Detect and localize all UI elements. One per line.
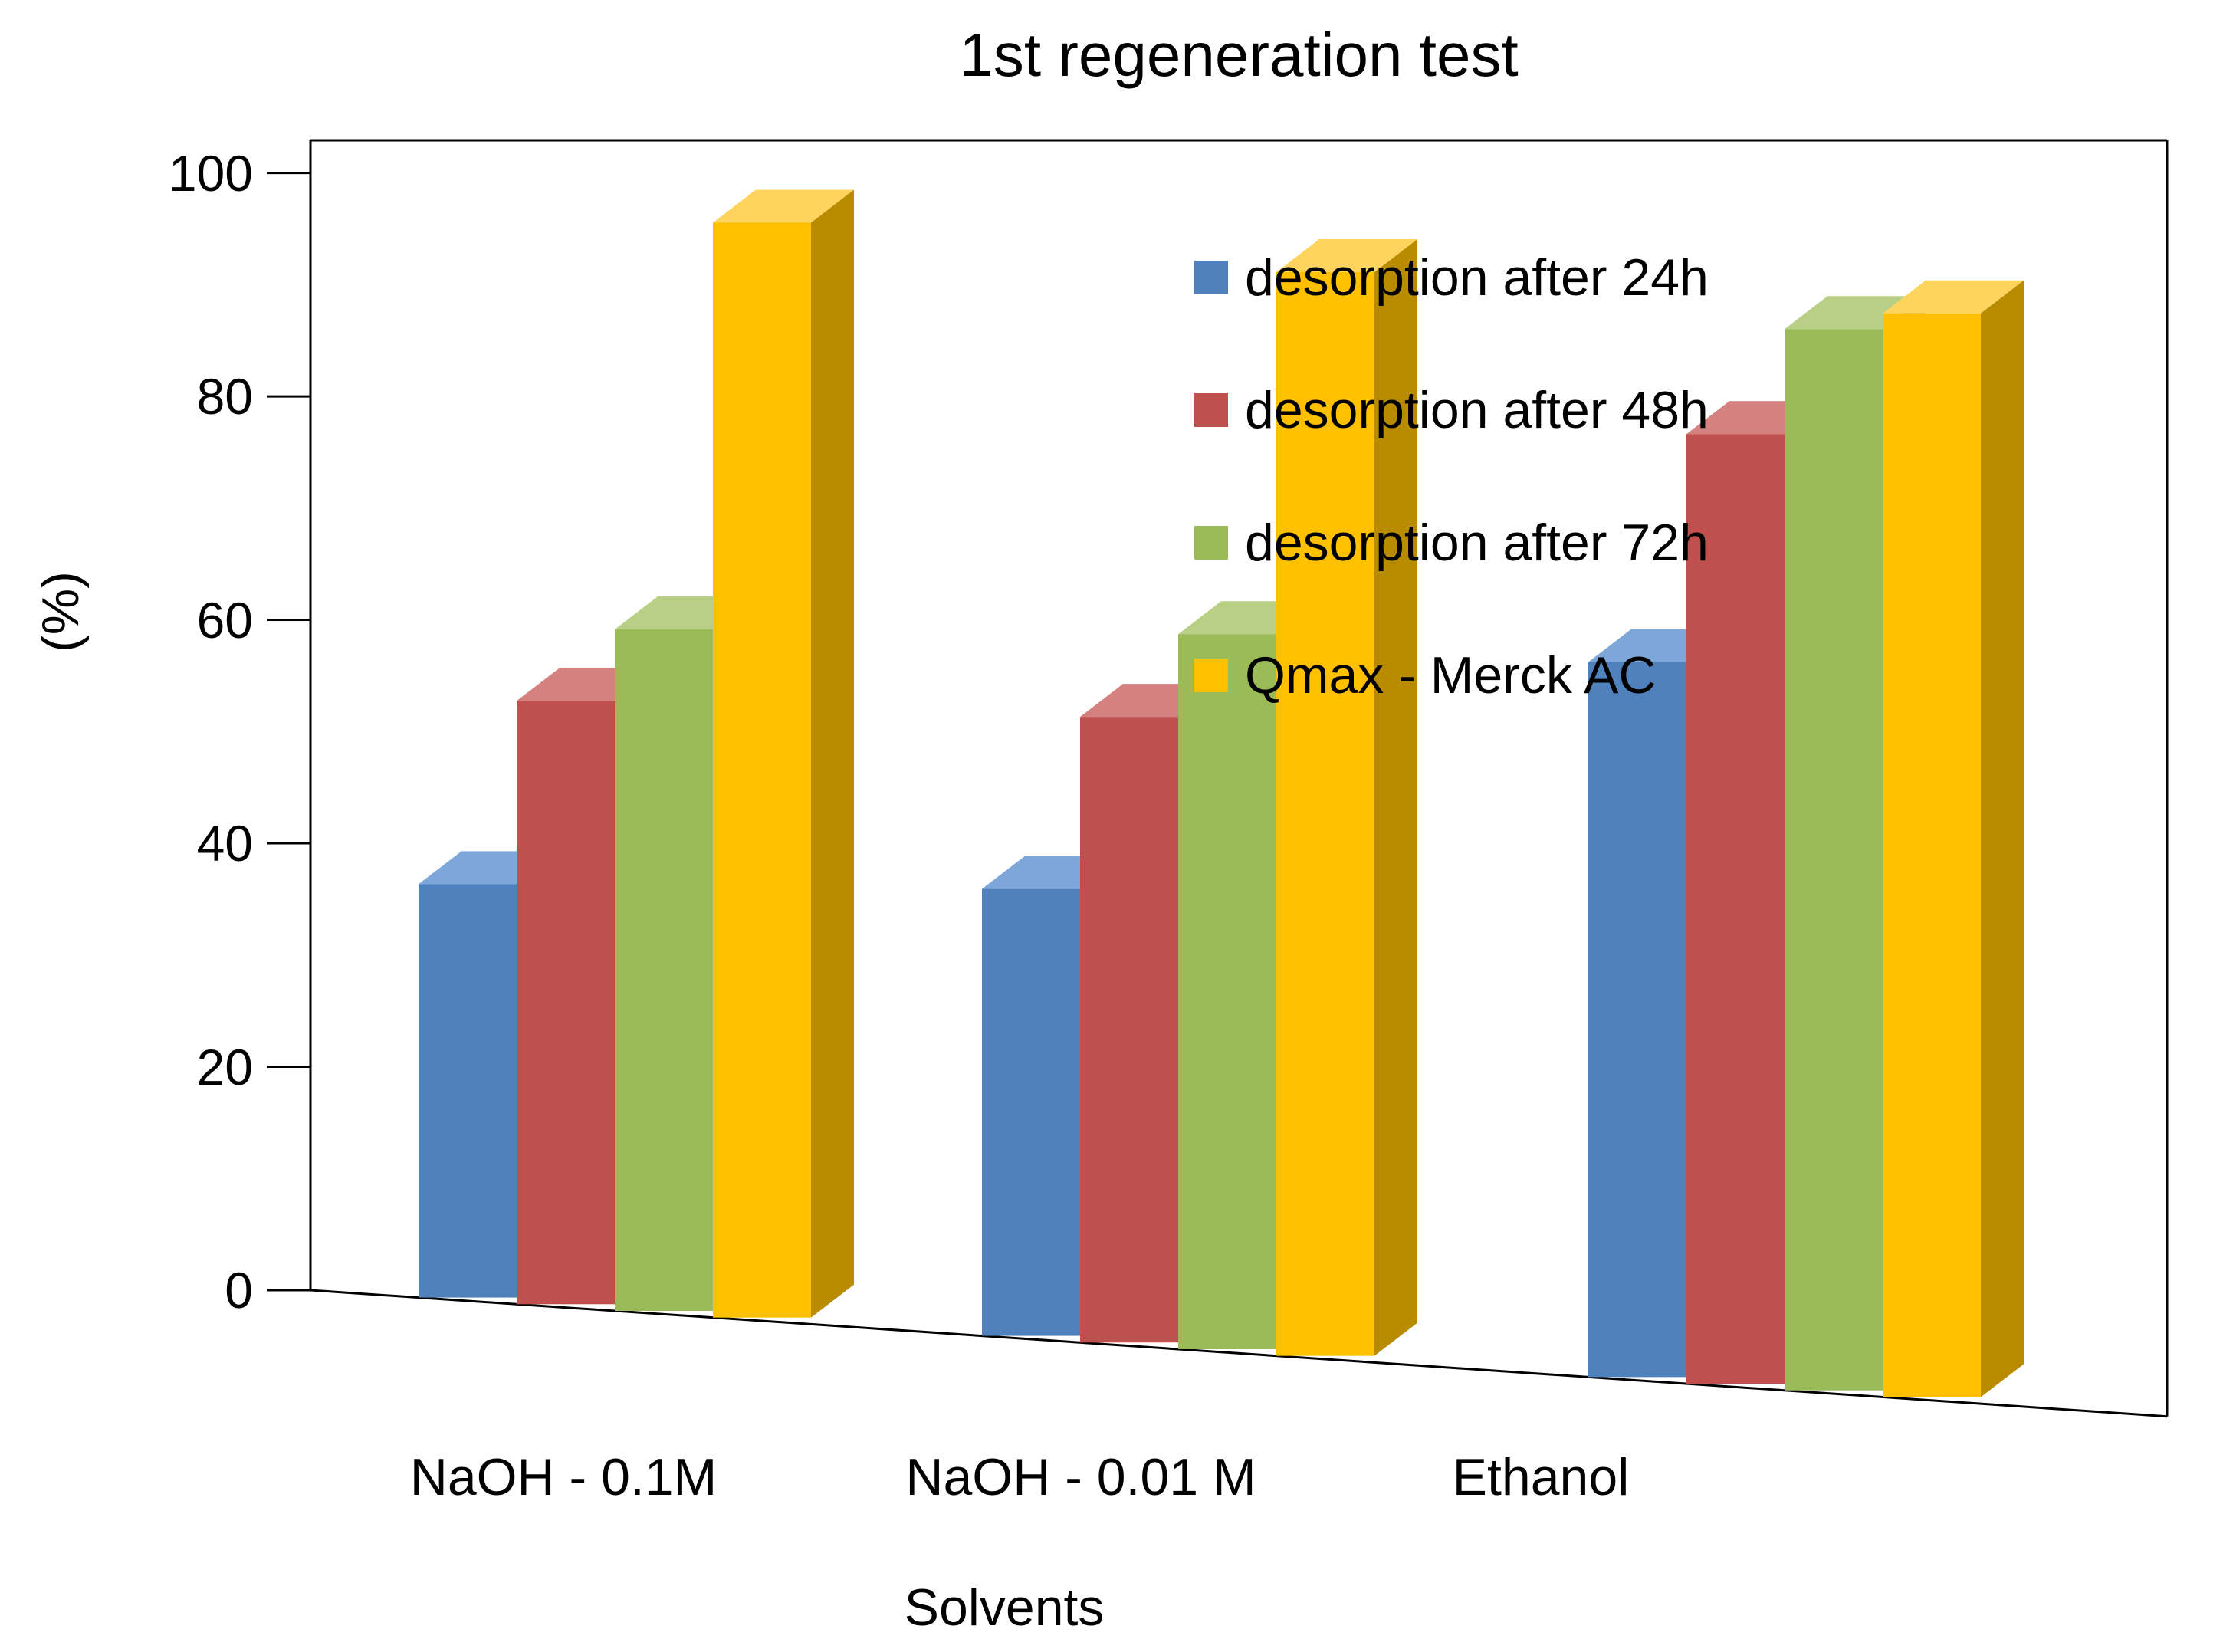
legend-item: Qmax - Merck AC [1194, 645, 1709, 706]
bar-front-2-3 [1883, 313, 1981, 1397]
bar-front-2-0 [1588, 662, 1686, 1378]
bar-top-1-3 [1276, 239, 1417, 273]
y-tick-label: 100 [168, 144, 253, 202]
legend-swatch [1194, 526, 1228, 560]
legend-item-label: Qmax - Merck AC [1245, 646, 1657, 704]
bar-front-2-2 [1785, 329, 1883, 1391]
bar-front-1-3 [1276, 272, 1374, 1356]
bar-side-2-3 [1981, 280, 2024, 1397]
y-tick-label: 20 [196, 1038, 253, 1095]
bar-front-2-1 [1686, 434, 1785, 1384]
y-axis-label: (%) [31, 571, 90, 652]
bar-top-0-3 [713, 189, 854, 223]
legend-swatch [1194, 659, 1228, 692]
floor-front-line [310, 1289, 2168, 1418]
bar-side-0-3 [811, 189, 854, 1318]
category-label: Ethanol [1452, 1448, 1630, 1506]
y-tick-label: 40 [196, 815, 253, 872]
legend-item-label: desorption after 72h [1245, 514, 1709, 572]
bar-top-2-3 [1883, 280, 2024, 314]
chart-title: 1st regeneration test [959, 21, 1519, 89]
bar-front-0-3 [713, 222, 811, 1318]
legend-item: desorption after 48h [1194, 379, 1709, 441]
bar-side-1-3 [1374, 239, 1417, 1356]
bar-front-0-0 [419, 884, 517, 1298]
legend-swatch [1194, 261, 1228, 294]
legend-item: desorption after 24h [1194, 247, 1709, 308]
y-tick-label: 0 [225, 1262, 253, 1319]
legend-swatch [1194, 393, 1228, 427]
bar-front-0-2 [615, 629, 713, 1311]
legend-item: desorption after 72h [1194, 512, 1709, 573]
x-axis-label: Solvents [904, 1578, 1105, 1637]
legend-item-label: desorption after 48h [1245, 381, 1709, 439]
bar-front-1-1 [1080, 717, 1178, 1343]
y-tick-label: 60 [196, 591, 253, 649]
category-label: NaOH - 0.1M [409, 1448, 718, 1506]
y-tick-label: 80 [196, 368, 253, 425]
category-label: NaOH - 0.01 M [905, 1448, 1256, 1506]
legend-item-label: desorption after 24h [1245, 248, 1709, 307]
legend: desorption after 24h desorption after 48h… [1194, 247, 1709, 777]
bar-front-1-0 [982, 888, 1080, 1336]
bar-front-1-2 [1178, 634, 1276, 1349]
bar-front-0-1 [517, 701, 615, 1305]
